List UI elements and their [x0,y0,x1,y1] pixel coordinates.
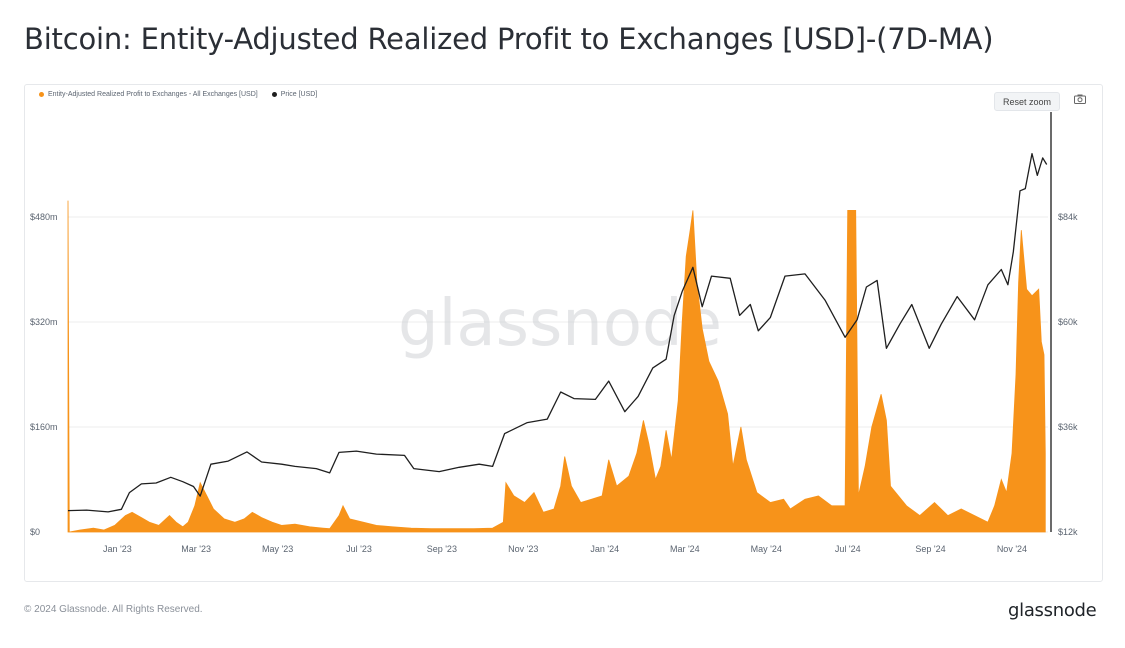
x-tick-label: Jan '24 [590,544,619,554]
x-tick-label: Mar '23 [181,544,211,554]
y-left-tick-label: $0 [30,527,40,537]
chart-legend: Entity-Adjusted Realized Profit to Excha… [39,91,317,98]
chart-title: Bitcoin: Entity-Adjusted Realized Profit… [24,22,994,56]
legend-item-profit[interactable]: Entity-Adjusted Realized Profit to Excha… [39,91,258,98]
footer-logo: glassnode [1008,600,1097,621]
y-left-tick-label: $480m [30,212,58,222]
x-tick-label: Jan '23 [103,544,132,554]
y-right-tick-label: $84k [1058,212,1078,222]
x-tick-label: Jul '24 [835,544,861,554]
footer-copyright: © 2024 Glassnode. All Rights Reserved. [24,604,203,615]
y-left-tick-label: $160m [30,422,58,432]
legend-item-price[interactable]: Price [USD] [271,91,318,98]
legend-price-label: Price [USD] [280,91,318,98]
x-tick-label: May '23 [262,544,293,554]
x-tick-label: May '24 [751,544,782,554]
x-tick-label: Nov '24 [997,544,1027,554]
camera-icon[interactable] [1074,94,1086,104]
y-right-tick-label: $36k [1058,422,1078,432]
y-left-tick-label: $320m [30,317,58,327]
x-tick-label: Sep '23 [427,544,457,554]
legend-profit-label: Entity-Adjusted Realized Profit to Excha… [48,91,258,98]
watermark-text: glassnode [398,287,722,361]
y-right-tick-label: $12k [1058,527,1078,537]
series-price-line [67,152,1048,513]
x-tick-label: Sep '24 [915,544,945,554]
y-right-tick-label: $60k [1058,317,1078,327]
x-tick-label: Nov '23 [508,544,538,554]
x-tick-label: Mar '24 [670,544,700,554]
reset-zoom-button[interactable]: Reset zoom [994,92,1060,111]
legend-profit-swatch [39,92,44,97]
series-profit-area [67,200,1046,533]
legend-price-swatch [271,92,277,97]
x-tick-label: Jul '23 [346,544,372,554]
